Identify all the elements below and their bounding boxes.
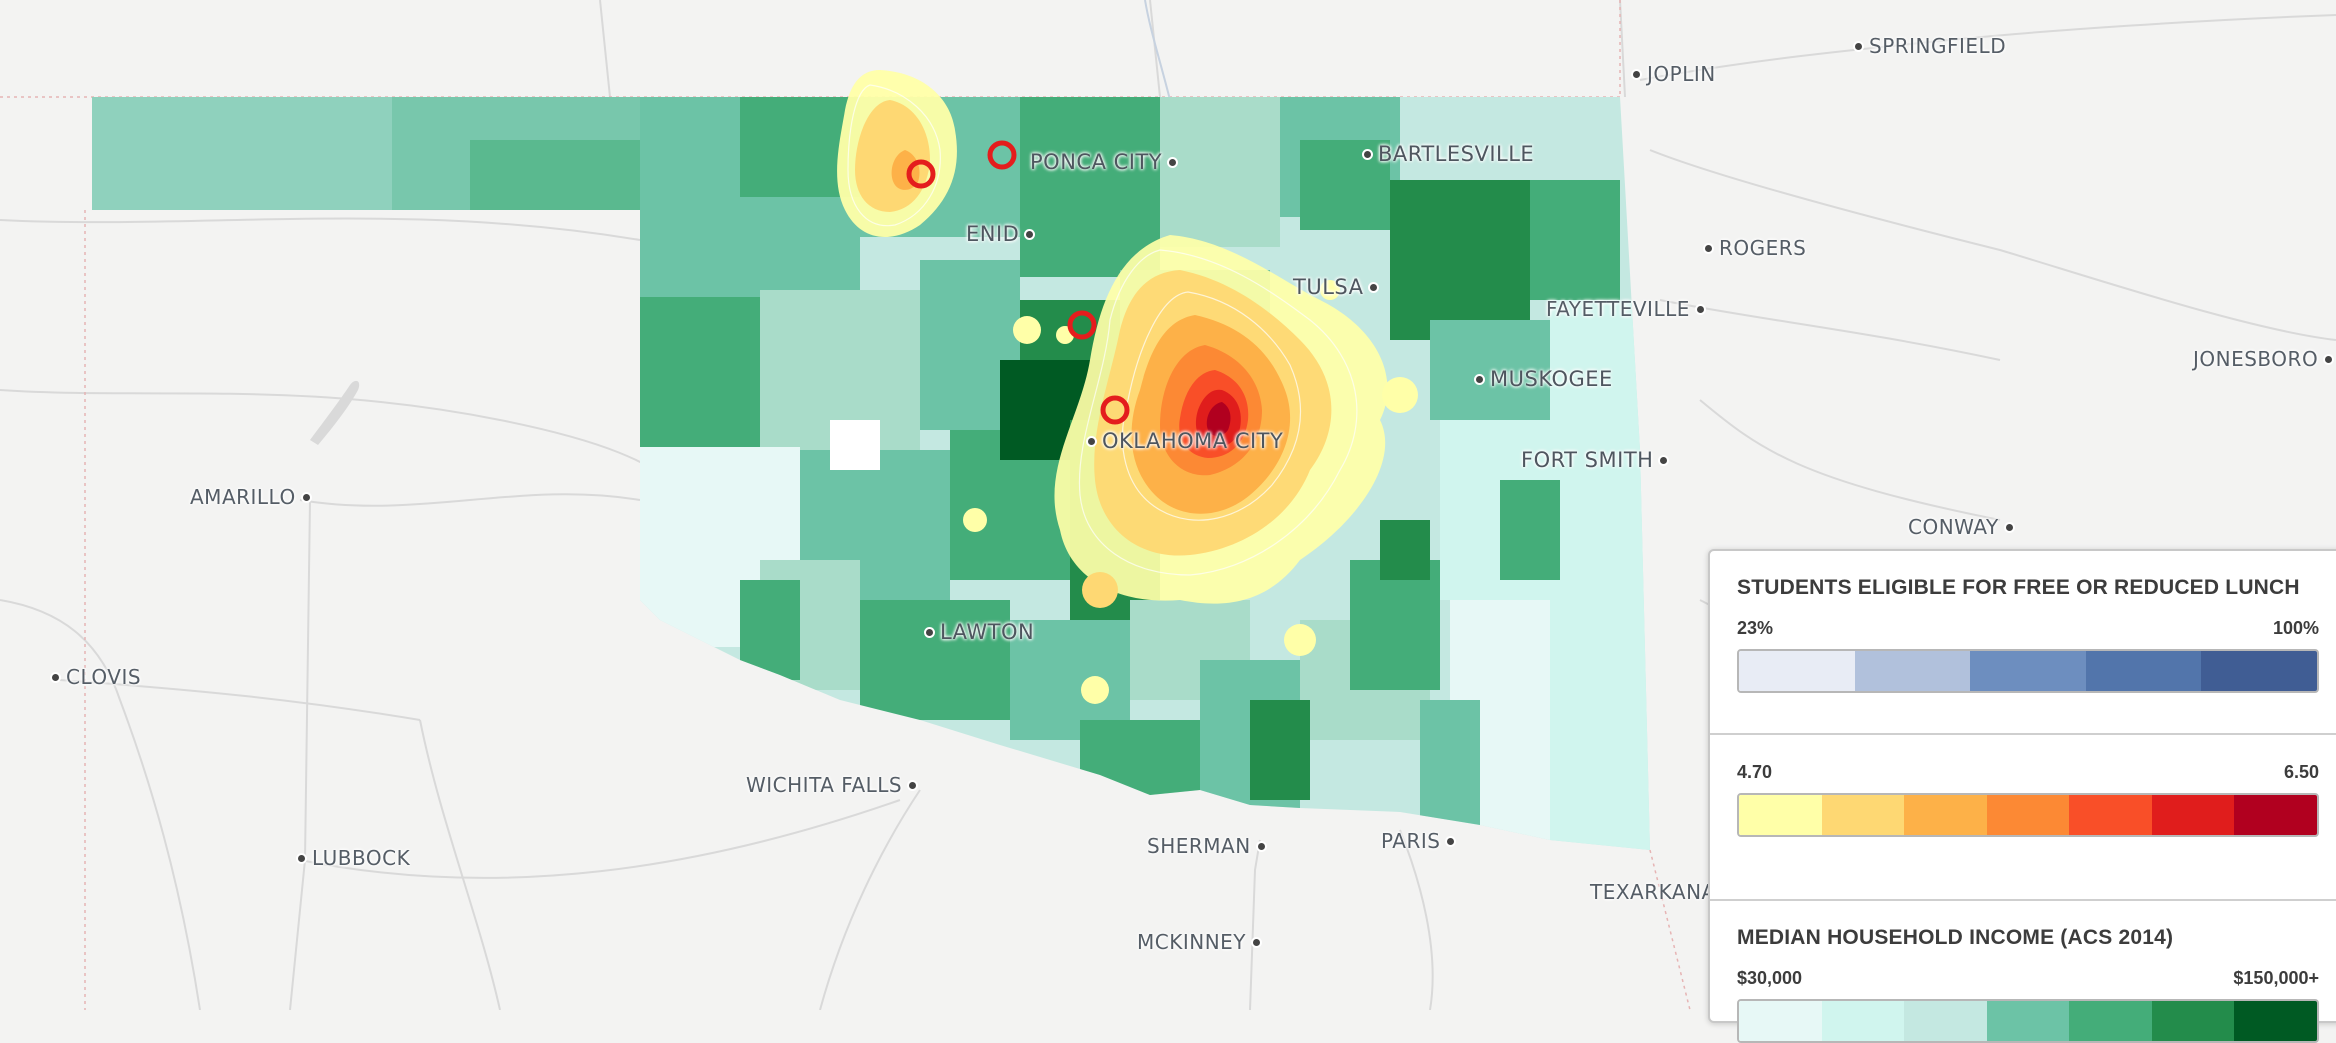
legend-income-colorbar (1737, 999, 2319, 1043)
legend-color-swatch (1986, 1001, 2070, 1041)
city-label-amarillo: AMARILLO (190, 485, 310, 509)
legend-score-colorbar (1737, 793, 2319, 837)
legend-color-swatch (2069, 1001, 2152, 1041)
legend-color-swatch (2151, 795, 2235, 835)
school-marker[interactable] (1100, 395, 1130, 425)
legend-score-min: 4.70 (1737, 762, 1773, 782)
city-dot (302, 493, 310, 501)
city-dot (1257, 842, 1265, 850)
legend-lunch-colorbar (1737, 649, 2319, 693)
score-heatmap (837, 70, 1418, 704)
state-borders (0, 0, 1691, 1010)
city-label-mckinney: MCKINNEY (1137, 930, 1261, 954)
city-dot (2005, 523, 2013, 531)
legend-color-swatch (1904, 1001, 1987, 1041)
city-dot (1660, 456, 1668, 464)
city-dot (1253, 938, 1261, 946)
school-marker[interactable] (1067, 310, 1097, 340)
legend-income-range: $30,000 $150,000+ (1737, 968, 2319, 989)
legend-color-swatch (1970, 651, 2086, 691)
city-dot (1855, 42, 1862, 50)
city-label-wichita-falls: WICHITA FALLS (746, 773, 917, 797)
city-dot (1026, 230, 1034, 238)
city-label-ponca-city: PONCA CITY (1030, 150, 1177, 174)
city-label-rogers: ROGERS (1705, 236, 1806, 260)
legend-score: 4.70 6.50 (1710, 762, 2336, 901)
city-label-conway: CONWAY (1908, 515, 2013, 539)
city-dot (298, 854, 305, 862)
river (1144, 0, 1171, 101)
legend-panel: STUDENTS ELIGIBLE FOR FREE OR REDUCED LU… (1708, 549, 2336, 1043)
city-label-lawton: LAWTON (926, 620, 1034, 644)
legend-color-swatch (2085, 651, 2202, 691)
legend-color-swatch (2151, 1001, 2235, 1041)
legend-lunch-title: STUDENTS ELIGIBLE FOR FREE OR REDUCED LU… (1737, 576, 2300, 599)
legend-color-swatch (1904, 795, 1987, 835)
city-label-jonesboro: JONESBORO (2193, 347, 2333, 371)
legend-color-swatch (2234, 795, 2317, 835)
city-label-oklahoma-city: OKLAHOMA CITY (1088, 429, 1283, 453)
road-network (0, 0, 2336, 1010)
legend-color-swatch (2201, 651, 2317, 691)
legend-income-min: $30,000 (1737, 968, 1803, 988)
city-dot (1476, 375, 1483, 383)
legend-color-swatch (1739, 1001, 1822, 1041)
city-dot (2325, 355, 2333, 363)
city-label-lubbock: LUBBOCK (298, 846, 410, 870)
lake (310, 380, 360, 445)
city-label-sherman: SHERMAN (1147, 834, 1265, 858)
legend-lunch-range: 23% 100% (1737, 618, 2319, 639)
city-dot (1364, 150, 1371, 158)
legend-income-max: $150,000+ (2233, 968, 2319, 988)
legend-score-max: 6.50 (2283, 762, 2319, 782)
legend-lunch-min: 23% (1737, 618, 1774, 638)
map-canvas[interactable] (0, 0, 2336, 1010)
school-marker[interactable] (906, 159, 936, 189)
city-label-clovis: CLOVIS (52, 665, 141, 689)
city-dot (1370, 283, 1378, 291)
legend-color-swatch (1739, 795, 1822, 835)
legend-income-title: MEDIAN HOUSEHOLD INCOME (ACS 2014) (1737, 926, 2174, 949)
city-dot (52, 673, 59, 681)
city-dot (1705, 244, 1712, 252)
city-dot (926, 628, 933, 636)
city-label-bartlesville: BARTLESVILLE (1364, 142, 1534, 166)
city-dot (1447, 837, 1455, 845)
legend-color-swatch (1821, 1001, 1905, 1041)
city-label-joplin: JOPLIN (1633, 62, 1716, 86)
legend-lunch: STUDENTS ELIGIBLE FOR FREE OR REDUCED LU… (1710, 551, 2336, 735)
legend-color-swatch (2069, 795, 2152, 835)
city-dot (1169, 158, 1177, 166)
legend-color-swatch (1821, 795, 1905, 835)
city-label-paris: PARIS (1381, 829, 1455, 853)
school-markers (906, 140, 1130, 425)
legend-score-range: 4.70 6.50 (1737, 762, 2319, 783)
city-label-fayetteville: FAYETTEVILLE (1546, 297, 1704, 321)
city-dot (1633, 70, 1640, 78)
city-label-fort-smith: FORT SMITH (1521, 448, 1668, 472)
city-label-tulsa: TULSA (1293, 275, 1378, 299)
legend-color-swatch (2234, 1001, 2317, 1041)
city-label-springfield: SPRINGFIELD (1855, 34, 2006, 58)
legend-color-swatch (1739, 651, 1855, 691)
city-dot (1696, 305, 1704, 313)
school-marker[interactable] (987, 140, 1017, 170)
legend-income: MEDIAN HOUSEHOLD INCOME (ACS 2014) $30,0… (1710, 901, 2336, 1043)
city-label-enid: ENID (966, 222, 1034, 246)
city-dot (1088, 437, 1095, 445)
legend-color-swatch (1986, 795, 2070, 835)
city-label-muskogee: MUSKOGEE (1476, 367, 1613, 391)
city-dot (909, 781, 917, 789)
legend-color-swatch (1854, 651, 1971, 691)
legend-lunch-max: 100% (2272, 618, 2319, 638)
city-label-texarkana: TEXARKANA (1590, 880, 1716, 904)
